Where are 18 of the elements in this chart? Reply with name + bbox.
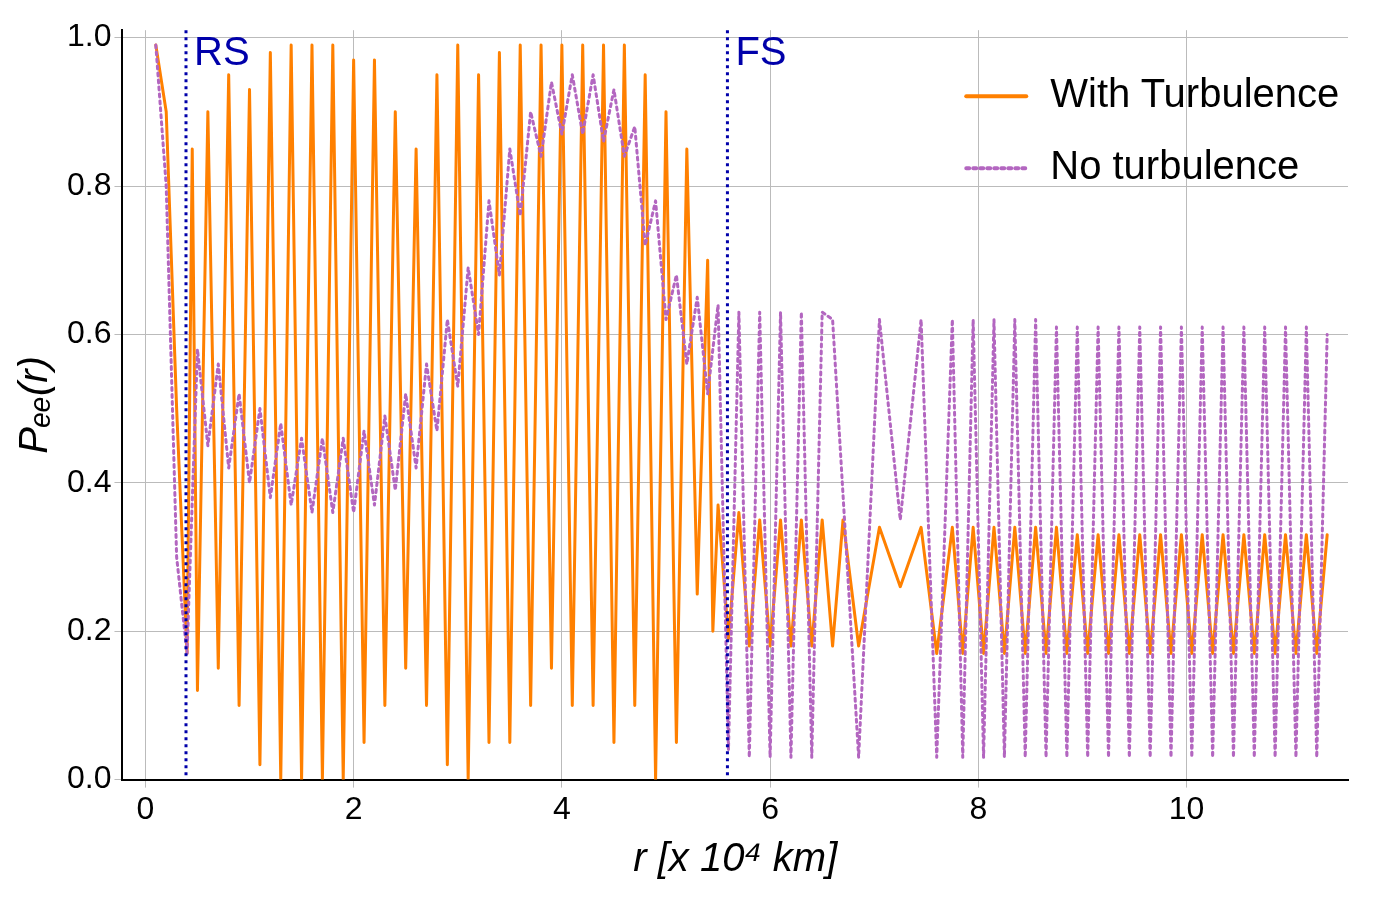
- x-axis-title: r [x 10⁴ km]: [633, 835, 839, 880]
- y-tick-label: 0.2: [67, 611, 112, 648]
- x-tick-label: 0: [136, 789, 155, 826]
- ref-line-label: FS: [735, 29, 787, 74]
- ref-line-label: RS: [194, 29, 250, 74]
- x-tick-label: 2: [344, 789, 363, 826]
- x-tick-label: 10: [1168, 789, 1205, 826]
- y-tick-label: 0.4: [67, 462, 112, 499]
- legend-label: No turbulence: [1050, 143, 1300, 188]
- x-tick-label: 6: [761, 789, 780, 826]
- legend-label: With Turbulence: [1050, 71, 1340, 116]
- x-tick-label: 8: [969, 789, 988, 826]
- y-axis-title: Pₑₑ(r): [11, 356, 56, 454]
- y-tick-label: 0.8: [67, 165, 112, 202]
- x-tick-label: 4: [552, 789, 571, 826]
- y-tick-label: 1.0: [67, 17, 112, 54]
- y-tick-label: 0.0: [67, 759, 112, 796]
- y-tick-label: 0.6: [67, 314, 112, 351]
